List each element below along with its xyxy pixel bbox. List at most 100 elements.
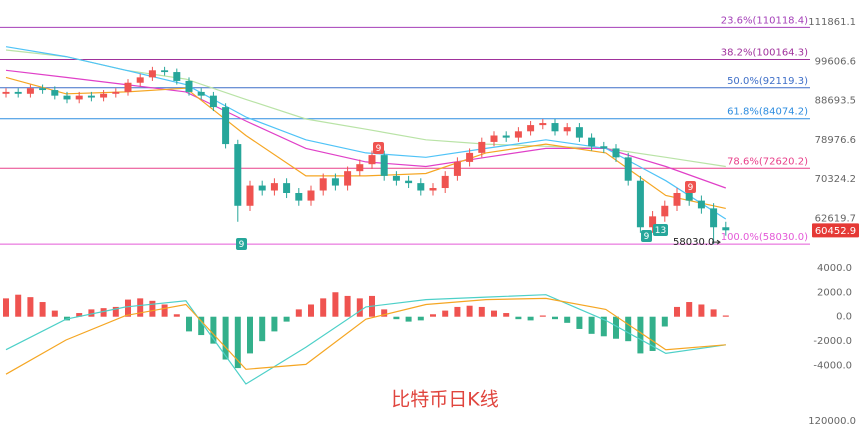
- candle-body: [51, 90, 59, 96]
- price-tag-label: 60452.9: [815, 226, 856, 237]
- candle-body: [490, 135, 498, 142]
- candle-body: [356, 164, 364, 172]
- macd-line: [5, 294, 726, 385]
- fib-label: 50.0%(92119.3): [727, 76, 808, 87]
- candle-body: [636, 180, 644, 228]
- macd-bar: [112, 306, 119, 317]
- macd-bar: [698, 304, 705, 317]
- candle-body: [600, 146, 608, 149]
- macd-bar: [137, 298, 144, 317]
- fib-label: 23.6%(110118.4): [721, 15, 808, 26]
- candle-body: [2, 91, 10, 94]
- macd-bar: [661, 316, 668, 327]
- macd-bar: [27, 297, 34, 317]
- candle-body: [319, 178, 327, 191]
- candle-body: [331, 178, 339, 186]
- candle-body: [112, 91, 120, 94]
- macd-bar: [344, 295, 351, 317]
- signal-box: [373, 142, 384, 154]
- macd-bar: [100, 308, 107, 317]
- candle-body: [673, 193, 681, 206]
- low-marker-arrow: [712, 239, 721, 245]
- macd-bar: [210, 316, 217, 344]
- candle-body: [441, 175, 449, 189]
- macd-bar: [198, 316, 205, 336]
- candle-body: [392, 175, 400, 181]
- y-tick-label: 70324.2: [815, 174, 856, 185]
- signal-text: 9: [688, 183, 694, 193]
- signal-text: 9: [644, 232, 650, 242]
- macd-bar: [576, 316, 583, 329]
- signal-text: 9: [376, 144, 382, 154]
- moving-average: [5, 46, 727, 220]
- macd-bar: [88, 309, 95, 317]
- candle-body: [429, 188, 437, 191]
- signal-box: [653, 224, 668, 236]
- candle-body: [295, 193, 303, 201]
- macd-bar: [430, 314, 436, 317]
- macd-bar: [76, 313, 83, 317]
- candle-body: [197, 91, 205, 96]
- macd-bar: [722, 315, 729, 317]
- y-tick-label: 111861.1: [808, 17, 856, 28]
- macd-bar: [710, 309, 717, 317]
- macd-bar: [588, 316, 595, 334]
- price-tag: [812, 223, 859, 238]
- macd-bar: [161, 304, 168, 317]
- macd-bar: [259, 316, 266, 342]
- macd-bar: [527, 316, 534, 321]
- candle-body: [575, 127, 583, 138]
- candle-body: [551, 123, 559, 132]
- candle-body: [63, 95, 71, 100]
- macd-tick-label: 0.0: [836, 312, 852, 323]
- candle-body: [563, 127, 571, 132]
- macd-bar: [552, 316, 558, 320]
- macd-bar: [283, 316, 290, 322]
- candle-body: [344, 171, 352, 186]
- fib-label: 78.6%(72620.2): [727, 156, 808, 167]
- y-tick-label: 88693.5: [815, 96, 856, 107]
- signal-text: 13: [655, 226, 666, 236]
- candle-body: [258, 185, 266, 191]
- macd-bar: [247, 316, 253, 354]
- macd-bar: [15, 294, 22, 317]
- candle-body: [478, 141, 486, 153]
- candle-body: [514, 131, 522, 138]
- candle-body: [222, 107, 230, 145]
- candle-body: [185, 80, 193, 92]
- candle-body: [87, 95, 95, 98]
- macd-bar: [417, 316, 424, 321]
- macd-tick-label: -2000.0: [813, 336, 852, 347]
- macd-bar: [356, 298, 363, 317]
- macd-bar: [222, 316, 229, 360]
- macd-bar: [478, 306, 485, 317]
- candle-body: [148, 70, 156, 78]
- fib-label: 38.2%(100164.3): [721, 47, 808, 58]
- macd-bar: [454, 306, 461, 317]
- macd-bar: [503, 313, 510, 317]
- candle-body: [234, 144, 242, 206]
- candle-body: [368, 155, 376, 165]
- candle-body: [527, 125, 535, 132]
- macd-bar: [39, 302, 46, 317]
- macd-bar: [173, 314, 180, 317]
- candle-body: [685, 193, 693, 201]
- macd-bar: [234, 316, 241, 369]
- moving-average: [5, 76, 726, 209]
- plot: 23.6%(110118.4) 38.2%(100164.3) 50.0%(9211…: [0, 15, 859, 385]
- candle-body: [209, 95, 217, 108]
- candle-body: [270, 183, 278, 191]
- macd-bar: [515, 316, 522, 320]
- macd-bar: [405, 316, 412, 322]
- macd-line: [5, 297, 726, 375]
- candle-body: [307, 190, 315, 201]
- macd-bar: [186, 316, 192, 332]
- macd-tick-label: 4000.0: [817, 263, 852, 274]
- macd-bar: [149, 300, 156, 317]
- candle-body: [75, 95, 83, 100]
- candle-body: [697, 200, 705, 209]
- signal-text: 9: [239, 240, 245, 250]
- candle-body: [649, 216, 657, 228]
- macd-bar: [539, 315, 546, 317]
- y-tick-label: 62619.7: [815, 213, 856, 224]
